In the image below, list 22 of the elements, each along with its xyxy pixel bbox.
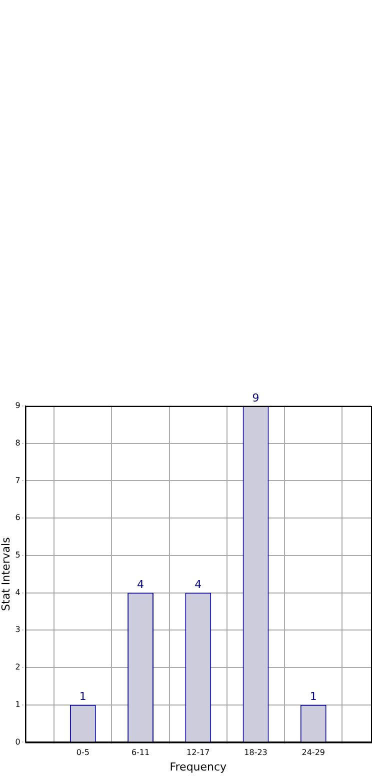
y-tick-label: 9 [15,401,20,410]
data-label: 1 [79,690,86,704]
y-tick-label: 2 [15,662,20,672]
y-tick-label: 5 [15,550,20,560]
data-label: 1 [310,690,317,704]
data-label: 4 [194,578,202,592]
y-tick-label: 8 [15,438,20,448]
data-label: 9 [252,391,260,404]
x-tick-label: 18-23 [244,748,268,758]
x-tick-label: 12-17 [186,748,210,758]
data-label: 4 [137,578,144,592]
y-axis-title: Stat Intervals [0,536,12,611]
x-axis-title: Frequency [170,760,228,774]
x-tick-label: 6-11 [131,748,150,758]
y-tick-label: 3 [15,625,20,634]
y-tick-label: 4 [15,588,20,597]
x-tick-label: 24-29 [302,748,326,758]
x-tick-label: 0-5 [76,748,90,758]
y-tick-label: 6 [15,513,20,522]
y-tick-label: 7 [15,476,20,485]
y-tick-label: 0 [15,737,20,746]
y-tick-label: 1 [15,700,20,709]
